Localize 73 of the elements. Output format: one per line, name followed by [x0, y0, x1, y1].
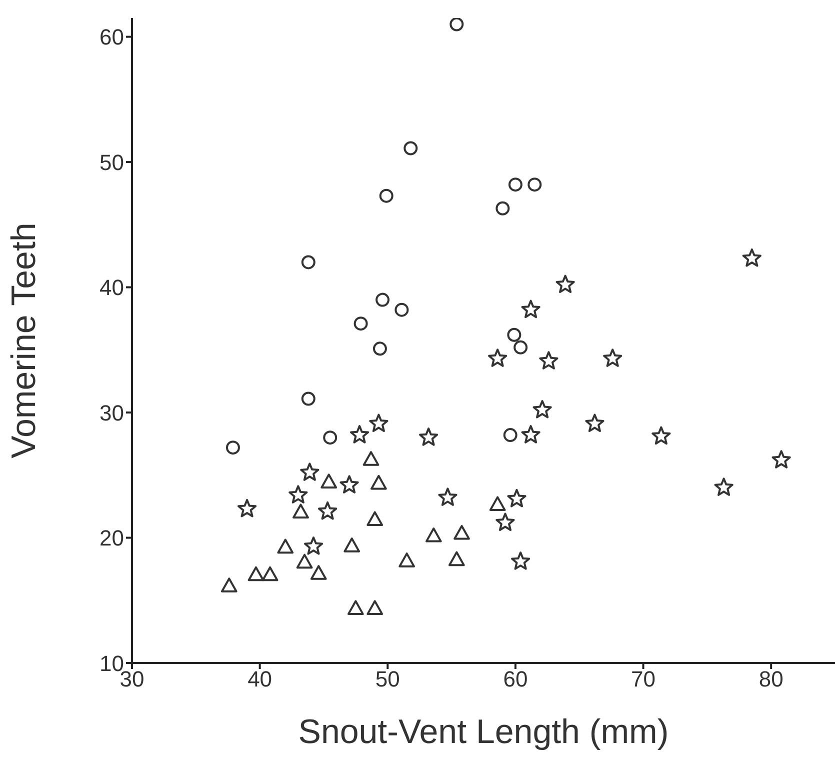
- point: [323, 430, 338, 445]
- point: [438, 488, 458, 506]
- x-axis-title: Snout-Vent Length (mm): [298, 713, 669, 751]
- point: [503, 428, 518, 442]
- y-tick-label: 30: [100, 400, 124, 426]
- point: [237, 498, 257, 518]
- x-tick-label: 70: [631, 666, 656, 692]
- x-tick-label: 80: [758, 666, 784, 692]
- point: [366, 511, 384, 526]
- y-tick-label: 40: [100, 275, 124, 300]
- point: [288, 485, 308, 504]
- point: [603, 348, 622, 367]
- point: [292, 504, 309, 519]
- point: [372, 342, 387, 356]
- point: [376, 292, 390, 307]
- point: [262, 566, 278, 582]
- point: [354, 316, 368, 331]
- point: [539, 351, 558, 370]
- point: [248, 566, 264, 582]
- point: [362, 451, 380, 466]
- point: [652, 426, 671, 445]
- point: [418, 428, 438, 446]
- point: [714, 478, 734, 496]
- point: [450, 18, 464, 32]
- x-tick-label: 50: [375, 666, 400, 692]
- x-tick-label: 40: [248, 666, 272, 692]
- point: [496, 512, 515, 532]
- point: [556, 274, 575, 294]
- point: [340, 475, 359, 494]
- point: [514, 340, 528, 354]
- point: [320, 474, 338, 488]
- point: [398, 552, 416, 568]
- point: [220, 578, 238, 592]
- point: [448, 551, 465, 566]
- y-tick-label: 50: [100, 150, 124, 175]
- point: [521, 425, 540, 444]
- point: [454, 525, 470, 540]
- point: [277, 538, 294, 554]
- point: [344, 538, 360, 552]
- point: [511, 552, 530, 570]
- point: [394, 302, 409, 317]
- point: [350, 425, 370, 444]
- x-tick-label: 60: [503, 666, 528, 692]
- y-tick-label: 20: [100, 526, 124, 551]
- point: [301, 392, 316, 406]
- point: [404, 141, 418, 156]
- point: [532, 400, 552, 418]
- point: [296, 554, 313, 569]
- point: [370, 474, 387, 490]
- point: [772, 450, 791, 468]
- point: [318, 501, 338, 520]
- point: [425, 528, 442, 542]
- point: [310, 565, 327, 580]
- point: [496, 201, 510, 216]
- point: [301, 255, 316, 270]
- point: [742, 248, 762, 267]
- point: [507, 488, 526, 508]
- point: [489, 496, 506, 511]
- point: [507, 328, 522, 342]
- point: [508, 178, 522, 192]
- point: [304, 536, 324, 555]
- point: [300, 462, 320, 481]
- point: [379, 188, 394, 203]
- point: [528, 178, 542, 192]
- point: [369, 414, 388, 432]
- point: [521, 300, 540, 318]
- point: [347, 600, 364, 615]
- point: [585, 414, 604, 432]
- point: [226, 440, 240, 455]
- point: [488, 348, 508, 367]
- point: [366, 600, 384, 615]
- y-tick-label: 60: [100, 24, 124, 50]
- y-axis-title: Vomerine Teeth: [5, 222, 44, 458]
